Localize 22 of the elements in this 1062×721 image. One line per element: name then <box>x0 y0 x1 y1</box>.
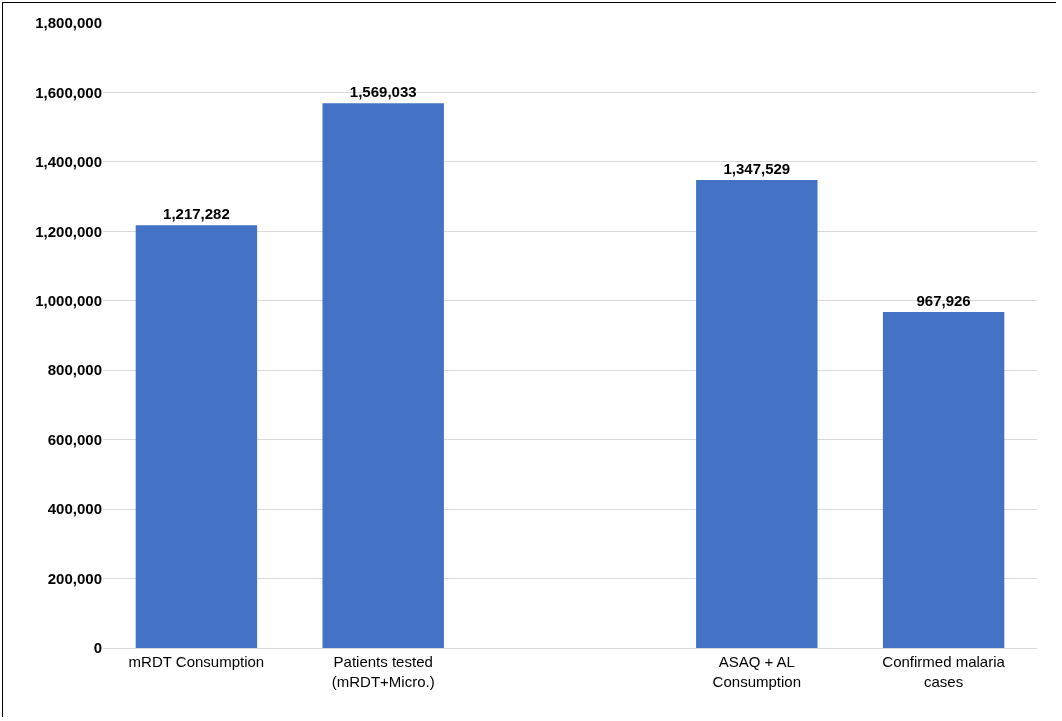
data-label: 1,217,282 <box>163 205 230 223</box>
bar <box>696 180 818 648</box>
y-tick-label: 1,400,000 <box>35 153 102 171</box>
bar <box>882 311 1005 648</box>
bar <box>322 103 444 648</box>
x-tick-label: mRDT Consumption <box>128 653 265 670</box>
y-tick-label: 0 <box>93 639 102 657</box>
x-tick-label: Confirmed malaria cases <box>882 653 1006 690</box>
x-tick-label: Patients tested (mRDT+Micro.) <box>331 653 435 690</box>
data-label: 1,347,529 <box>723 160 791 178</box>
y-tick-label: 800,000 <box>47 361 102 379</box>
y-tick-label: 600,000 <box>47 430 102 448</box>
data-label: 967,926 <box>916 291 971 309</box>
y-tick-label: 200,000 <box>47 569 102 587</box>
bar <box>135 225 258 648</box>
y-tick-label: 1,800,000 <box>35 14 102 32</box>
y-tick-label: 1,000,000 <box>35 292 102 310</box>
x-tick-label: ASAQ + AL Consumption <box>712 653 801 690</box>
y-tick-label: 400,000 <box>47 500 102 518</box>
y-tick-label: 1,600,000 <box>35 83 102 101</box>
y-tick-label: 1,200,000 <box>35 222 102 240</box>
data-label: 1,569,033 <box>349 83 417 101</box>
